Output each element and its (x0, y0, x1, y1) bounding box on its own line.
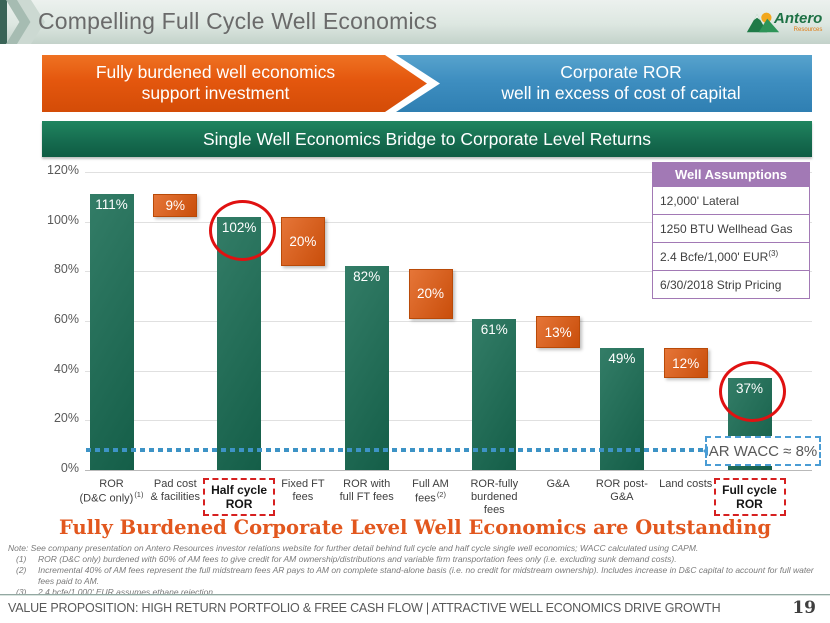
red-circle-annotation (719, 361, 786, 423)
assumption-text: 6/30/2018 Strip Pricing (660, 278, 782, 292)
bar-deduction: 20% (280, 216, 325, 267)
y-axis-tick-label: 60% (53, 312, 79, 326)
bar-deduction: 9% (153, 194, 198, 217)
banner-orange-line2: support investment (141, 83, 290, 103)
category-label: Fixed FT fees (281, 478, 325, 503)
logo-text: Antero Resources (774, 11, 822, 33)
bar-value-label: 111% (95, 197, 128, 213)
wacc-line (86, 448, 819, 453)
assumption-row: 1250 BTU Wellhead Gas (652, 214, 810, 243)
note-row: (3) 2.4 bcfe/1,000' EUR assumes ethane r… (8, 587, 822, 598)
assumption-text: 12,000' Lateral (660, 194, 740, 208)
assumption-text: 2.4 Bcfe/1,000' EUR (660, 250, 769, 264)
note-row: (2) Incremental 40% of AM fees represent… (8, 565, 822, 587)
logo-subtitle: Resources (793, 27, 823, 33)
gridline (85, 321, 812, 322)
note-marker: (2) (16, 565, 27, 576)
category-label: Full cycle ROR (713, 478, 786, 517)
footer-text: VALUE PROPOSITION: HIGH RETURN PORTFOLIO… (8, 601, 721, 615)
bar-deduction: 20% (408, 268, 453, 319)
category-label: Full AM fees(2) (412, 478, 449, 505)
category-label: ROR post- G&A (595, 478, 648, 503)
logo-name: Antero (774, 10, 823, 27)
gridline (85, 221, 812, 223)
bar-value-label: 49% (608, 351, 636, 367)
assumption-row: 2.4 Bcfe/1,000' EUR(3) (652, 242, 810, 271)
edge-strip (0, 0, 7, 44)
y-axis-tick-label: 20% (53, 411, 79, 426)
gridline (85, 420, 812, 422)
y-axis-tick-label: 40% (53, 361, 79, 376)
bar-result: 111% (89, 194, 134, 470)
bar-deduction: 13% (536, 316, 581, 349)
category-label: ROR with full FT fees (339, 478, 394, 503)
well-assumptions-header: Well Assumptions (652, 162, 810, 187)
wacc-callout: AR WACC ≈ 8% (705, 436, 821, 467)
banner-orange-line1: Fully burdened well economics (95, 62, 336, 82)
y-axis-tick-label: 80% (53, 262, 79, 277)
chart-title-banner: Single Well Economics Bridge to Corporat… (42, 121, 812, 157)
red-circle-annotation (208, 199, 276, 261)
gridline (85, 470, 812, 471)
well-assumptions-table: Well Assumptions 12,000' Lateral 1250 BT… (652, 162, 810, 299)
category-label: Pad cost & facilities (150, 478, 201, 503)
bar-value-label: 12% (672, 355, 700, 371)
note-marker: (1) (16, 554, 27, 565)
banner-blue-line1: Corporate ROR (560, 62, 682, 82)
antero-logo: Antero Resources (746, 3, 824, 41)
y-axis-tick-label: 0% (60, 461, 79, 475)
assumption-row: 12,000' Lateral (652, 186, 810, 215)
assumption-row: 6/30/2018 Strip Pricing (652, 270, 810, 299)
slide-footer: VALUE PROPOSITION: HIGH RETURN PORTFOLIO… (0, 594, 830, 623)
bar-value-label: 9% (165, 198, 186, 214)
bar-value-label: 20% (289, 234, 317, 250)
banner-blue-line2: well in excess of cost of capital (501, 83, 741, 103)
note-text: Incremental 40% of AM fees represent the… (38, 565, 814, 587)
gridline (85, 370, 812, 372)
banner-fully-burdened-arrow: Fully burdened well economics support in… (42, 55, 427, 112)
bar-value-label: 13% (544, 324, 572, 340)
footnotes: Note: See company presentation on Antero… (8, 543, 822, 598)
bar-result: 61% (472, 318, 517, 470)
headline: Fully Burdened Corporate Level Well Econ… (58, 516, 772, 539)
page-number: 19 (792, 598, 816, 618)
slide-header: Compelling Full Cycle Well Economics Ant… (0, 0, 830, 45)
bar-value-label: 20% (416, 286, 445, 302)
bar-deduction: 12% (663, 348, 708, 379)
category-label: ROR-fully burdened fees (470, 478, 519, 516)
mountain-sun-icon (746, 12, 780, 33)
note-marker: (3) (16, 587, 27, 598)
footnote-ref: (2) (436, 489, 446, 499)
category-label: Half cycle ROR (203, 478, 276, 517)
y-axis-tick-label: 120% (47, 163, 79, 177)
category-label: Land costs (659, 478, 713, 490)
bar-value-label: 82% (353, 269, 381, 285)
note-row: Note: See company presentation on Antero… (8, 543, 699, 553)
bar-result: 82% (344, 266, 389, 470)
assumption-text: 1250 BTU Wellhead Gas (660, 222, 793, 236)
footnote-ref: (1) (134, 489, 144, 499)
y-axis-tick-label: 100% (47, 212, 79, 227)
banner-corporate-ror: Corporate ROR well in excess of cost of … (396, 55, 812, 112)
note-row: (1) ROR (D&C only) burdened with 60% of … (8, 554, 822, 565)
category-label: ROR (D&C only)(1) (79, 478, 144, 505)
note-text: ROR (D&C only) burdened with 60% of AM f… (38, 554, 677, 565)
page-title: Compelling Full Cycle Well Economics (38, 8, 438, 34)
footnote-ref: (3) (768, 249, 779, 258)
note-text: 2.4 bcfe/1,000' EUR assumes ethane rejec… (38, 587, 216, 598)
gridline (85, 172, 812, 173)
category-label: G&A (546, 478, 570, 490)
bar-value-label: 61% (480, 321, 508, 337)
